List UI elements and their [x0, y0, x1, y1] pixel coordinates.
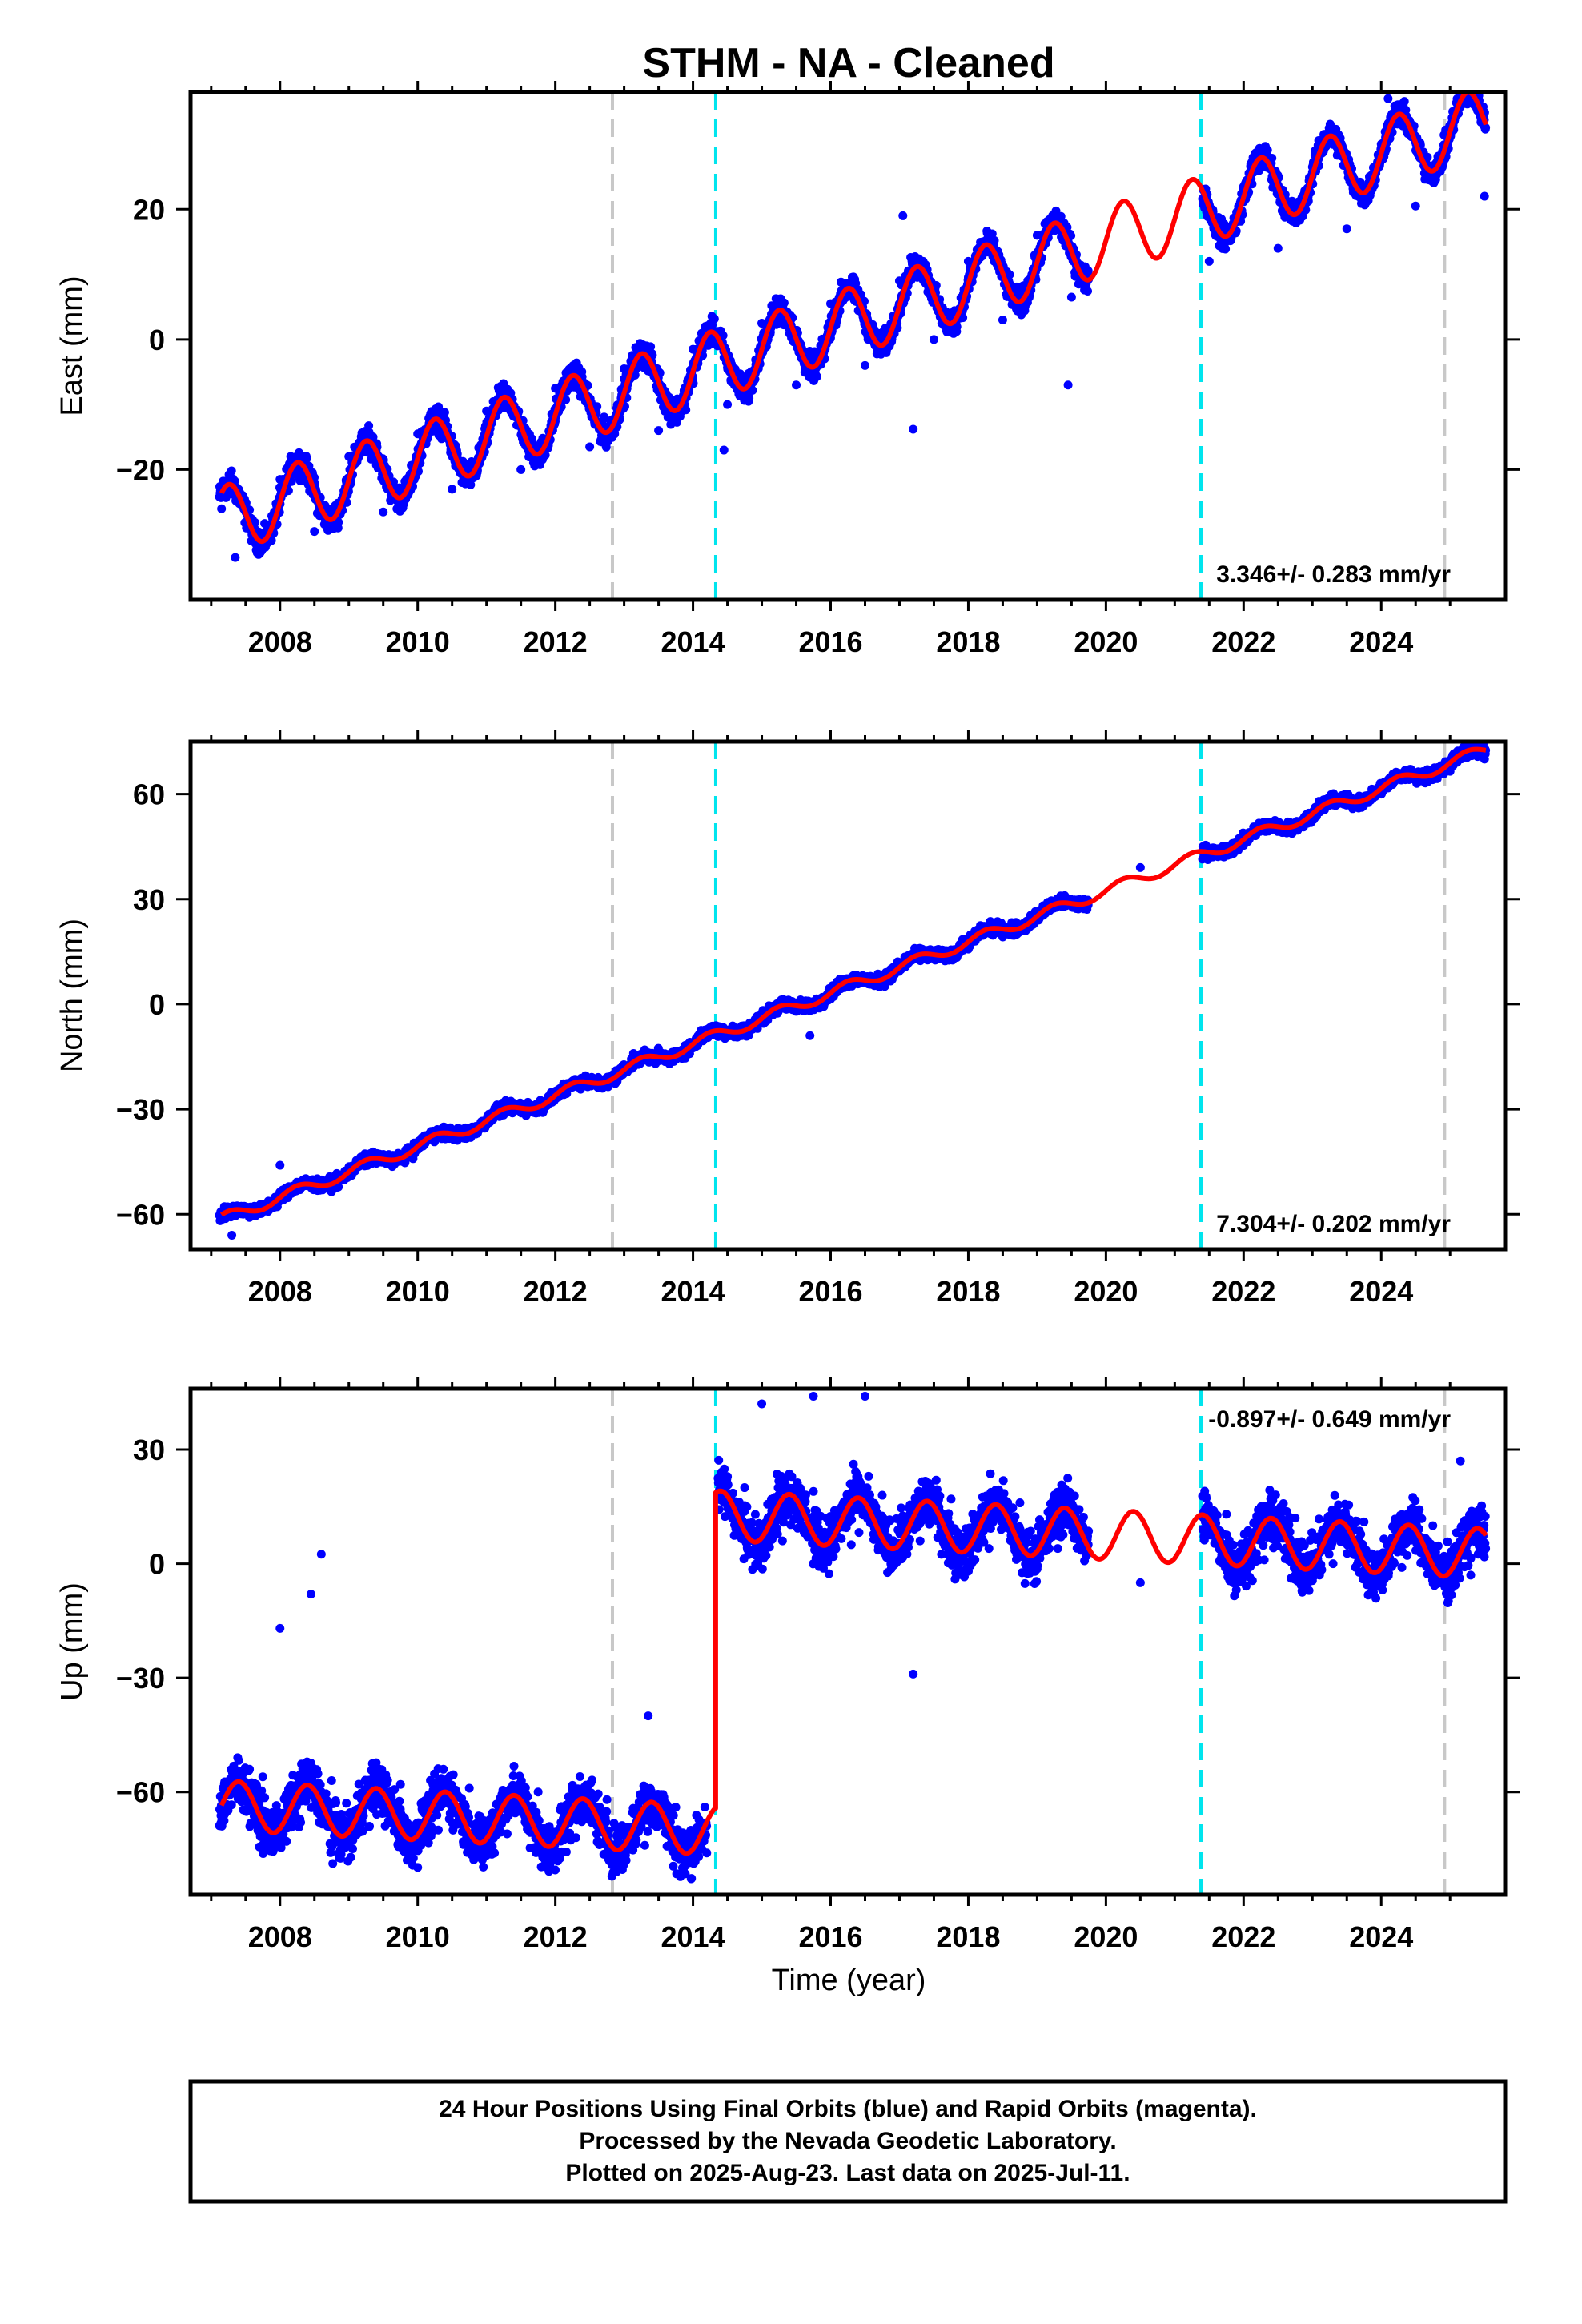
east-panel: 2008 2010 2012 2014 2016 2018 2020 2022 2024 −20 0… — [55, 75, 1520, 658]
data-point — [990, 235, 999, 245]
plot-area — [215, 75, 1491, 600]
data-point — [482, 406, 492, 416]
data-point — [1032, 231, 1042, 240]
data-point — [610, 429, 620, 439]
data-point — [646, 342, 656, 352]
north-panel: 2008 2010 2012 2014 2016 2018 2020 2022 2024−60−… — [55, 730, 1520, 1308]
data-point — [466, 480, 476, 489]
data-point — [812, 372, 821, 381]
data-point — [963, 256, 973, 266]
data-point — [275, 475, 285, 485]
data-point — [551, 384, 560, 393]
y-tick-label: −20 — [116, 453, 165, 486]
data-point — [585, 442, 595, 452]
data-point — [448, 485, 457, 494]
data-point — [364, 421, 374, 431]
data-point — [826, 299, 836, 308]
outlier-point — [1063, 380, 1073, 390]
outlier-point — [719, 445, 729, 455]
x-tick-label: 2014 — [661, 625, 725, 658]
data-point — [592, 402, 602, 412]
x-tick-label: 2016 — [798, 625, 862, 658]
x-tick-label: 2012 — [524, 625, 588, 658]
data-point — [681, 405, 691, 415]
data-point — [231, 553, 240, 562]
data-point — [1411, 201, 1420, 211]
x-tick-label: 2010 — [386, 625, 450, 658]
data-point — [251, 518, 260, 527]
data-point — [654, 426, 664, 436]
data-point — [1066, 292, 1076, 302]
data-point — [757, 319, 767, 328]
data-point — [561, 395, 571, 404]
outlier-point — [909, 424, 918, 434]
data-point — [1462, 81, 1471, 90]
data-point — [779, 298, 789, 308]
data-point — [227, 466, 236, 476]
data-point — [516, 464, 526, 474]
model-fit-curve — [219, 92, 1488, 545]
data-point — [1399, 97, 1409, 107]
data-point — [1083, 266, 1093, 275]
data-point — [894, 276, 904, 286]
data-point — [1273, 243, 1283, 253]
panel-frame — [188, 90, 1508, 602]
data-point — [860, 360, 869, 370]
x-tick-label: 2024 — [1349, 625, 1413, 658]
outlier-point — [898, 211, 908, 220]
data-point — [709, 314, 719, 324]
data-point — [217, 504, 227, 513]
data-point — [1480, 191, 1489, 201]
data-point — [929, 335, 938, 344]
outlier-point — [1383, 94, 1393, 103]
data-point — [302, 453, 311, 463]
data-point — [1465, 79, 1474, 88]
data-point — [792, 380, 801, 390]
data-point — [1263, 145, 1272, 155]
data-point — [689, 344, 698, 354]
data-point — [1464, 78, 1472, 86]
y-tick-label: 20 — [133, 193, 165, 226]
velocity-label: 3.346+/- 0.283 mm/yr — [1216, 561, 1451, 588]
chart-title: STHM - NA - Cleaned — [642, 40, 1054, 86]
plot-area — [215, 742, 1491, 1249]
data-point — [998, 315, 1007, 324]
x-tick-label: 2020 — [1074, 625, 1138, 658]
data-point — [1204, 256, 1214, 266]
data-point — [723, 400, 733, 409]
x-tick-label: 2008 — [248, 625, 312, 658]
data-point — [379, 507, 388, 517]
data-point — [334, 517, 343, 527]
data-point — [344, 452, 354, 461]
data-point — [1464, 75, 1473, 84]
data-point — [745, 393, 754, 403]
data-point — [1083, 287, 1092, 296]
data-point — [1466, 80, 1475, 89]
x-tick-label: 2022 — [1211, 625, 1275, 658]
data-point — [310, 527, 319, 537]
data-point — [1342, 224, 1351, 234]
x-tick-label: 2018 — [936, 625, 1000, 658]
y-tick-label: 0 — [149, 324, 165, 356]
y-axis-label: East (mm) — [55, 275, 89, 416]
data-point — [413, 429, 423, 439]
data-point — [440, 408, 449, 417]
data-point — [620, 364, 629, 373]
